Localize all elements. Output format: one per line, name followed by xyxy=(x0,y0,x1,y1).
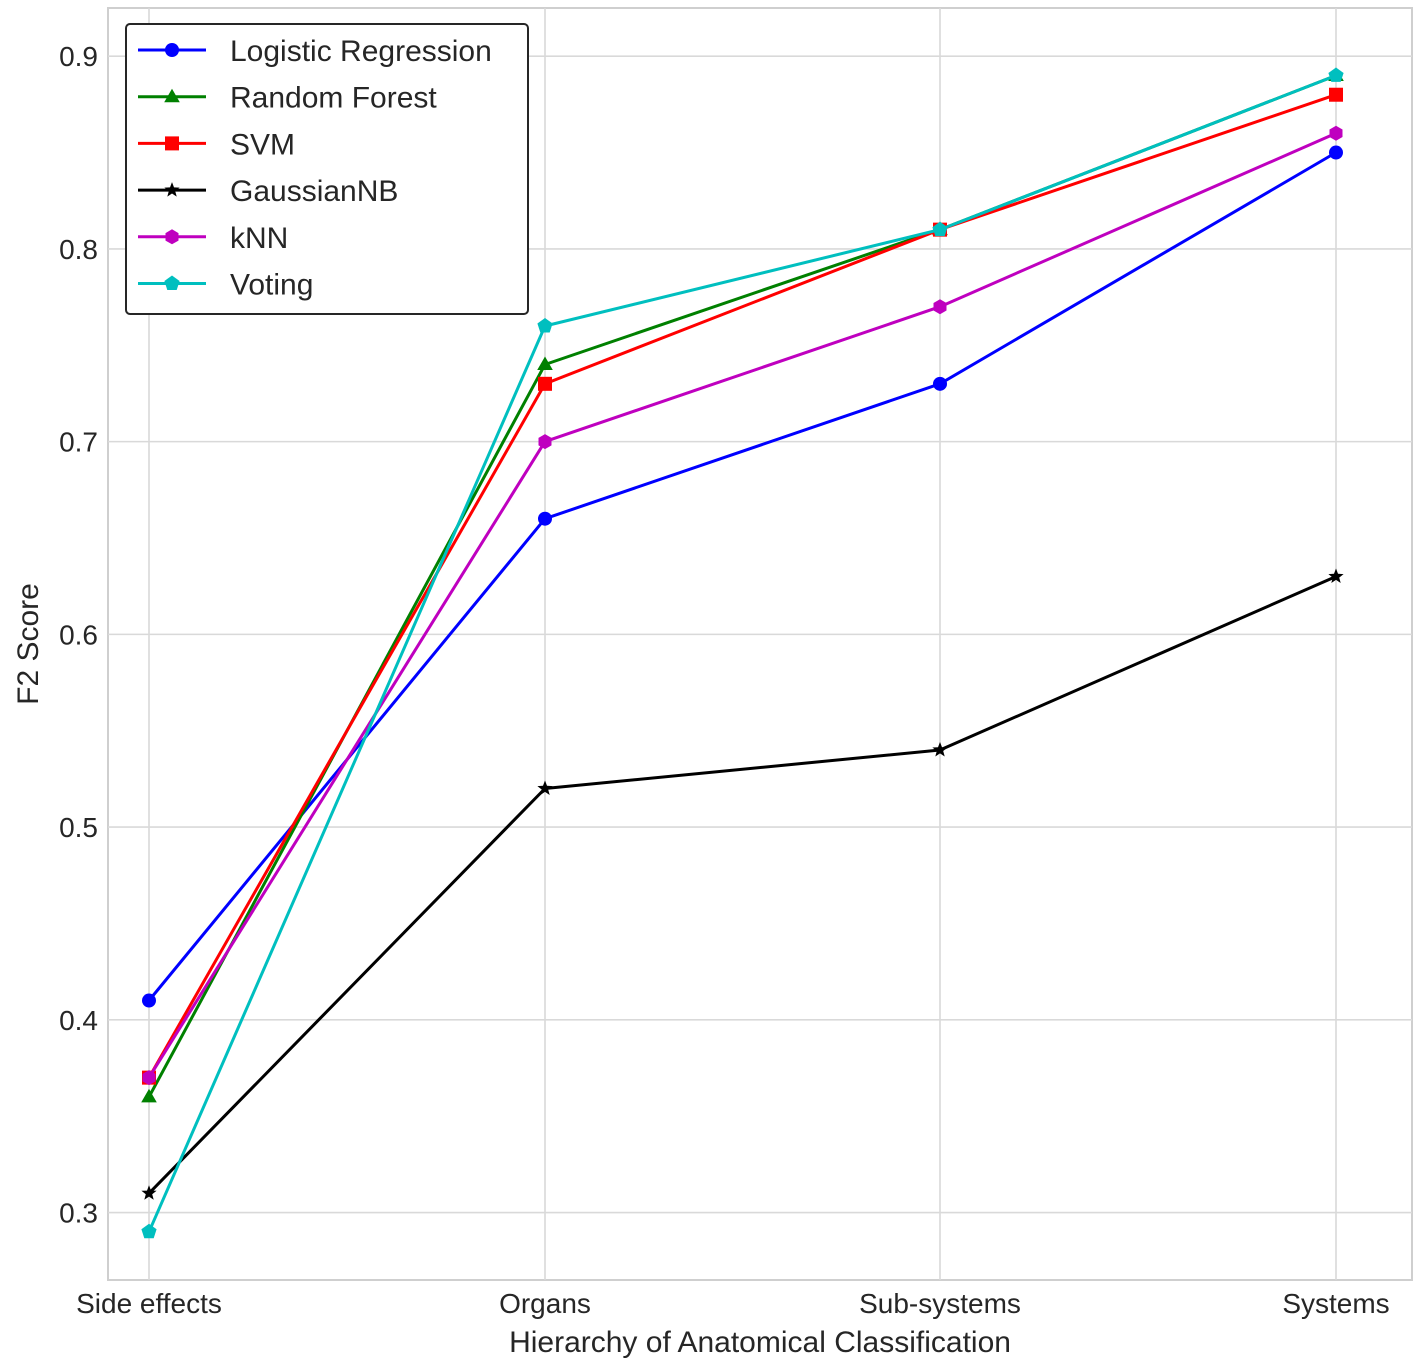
legend-label: GaussianNB xyxy=(230,175,398,208)
legend-label: Random Forest xyxy=(230,82,437,115)
series-line-knn xyxy=(147,131,1337,1079)
data-point-gaussiannb xyxy=(537,780,553,795)
data-point-logistic-regression xyxy=(1329,145,1343,160)
x-tick-label: Side effects xyxy=(76,1288,222,1319)
y-tick-label: 0.9 xyxy=(59,41,98,72)
legend-label: kNN xyxy=(230,222,288,255)
data-point-logistic-regression xyxy=(933,376,947,391)
legend-marker xyxy=(165,136,179,151)
series-knn xyxy=(142,125,1343,1086)
legend-marker xyxy=(165,43,179,57)
y-tick-label: 0.4 xyxy=(59,1005,98,1036)
legend-entry-knn: kNN xyxy=(138,222,288,255)
x-tick-label: Organs xyxy=(499,1288,591,1319)
series-gaussiannb xyxy=(141,568,1344,1200)
data-point-logistic-regression xyxy=(142,993,156,1008)
series-line-svm xyxy=(147,93,1337,1079)
series-layer xyxy=(141,67,1344,1239)
x-tick-label: Systems xyxy=(1282,1288,1389,1319)
data-point-random-forest xyxy=(537,356,553,370)
series-line-gaussiannb xyxy=(147,575,1337,1195)
legend-entry-logistic-regression: Logistic Regression xyxy=(138,35,492,68)
legend-marker xyxy=(164,182,180,197)
data-point-gaussiannb xyxy=(141,1185,157,1200)
data-point-svm xyxy=(538,376,552,391)
legend-entry-svm: SVM xyxy=(138,128,295,161)
data-point-voting xyxy=(537,318,553,333)
grid-lines xyxy=(108,8,1412,1280)
data-point-knn xyxy=(1329,125,1343,141)
data-point-gaussiannb xyxy=(932,742,948,757)
legend-label: Voting xyxy=(230,269,313,302)
data-point-voting xyxy=(932,221,948,237)
y-tick-label: 0.6 xyxy=(59,619,98,650)
data-point-logistic-regression xyxy=(538,511,552,526)
x-tick-label: Sub-systems xyxy=(859,1288,1021,1319)
data-point-knn xyxy=(538,434,552,450)
legend-marker xyxy=(164,275,180,290)
y-tick-label: 0.3 xyxy=(59,1198,98,1229)
legend-marker xyxy=(164,88,180,103)
y-tick-label: 0.8 xyxy=(59,234,98,265)
legend-entry-gaussiannb: GaussianNB xyxy=(138,175,398,208)
legend-entry-voting: Voting xyxy=(138,269,313,302)
y-tick-label: 0.7 xyxy=(59,427,98,458)
data-point-knn xyxy=(142,1070,156,1086)
x-axis-label: Hierarchy of Anatomical Classification xyxy=(509,1326,1011,1359)
data-point-voting xyxy=(141,1223,157,1239)
legend-marker xyxy=(165,229,179,245)
legend-box xyxy=(125,23,529,315)
series-voting xyxy=(141,67,1344,1239)
y-axis-label: F2 Score xyxy=(12,583,45,705)
legend-label: SVM xyxy=(230,128,295,161)
data-point-gaussiannb xyxy=(1328,568,1344,583)
data-point-voting xyxy=(1328,67,1344,82)
y-tick-label: 0.5 xyxy=(59,812,98,843)
series-line-voting xyxy=(147,74,1337,1233)
legend-entry-random-forest: Random Forest xyxy=(138,82,437,115)
legend: Logistic Regression Random Forest SVM Gauss… xyxy=(125,23,529,315)
data-point-svm xyxy=(1329,87,1343,102)
legend-label: Logistic Regression xyxy=(230,35,492,68)
tick-labels: 0.3 0.4 0.5 0.6 0.7 0.8 0.9 Side effects Organs S… xyxy=(59,41,1390,1319)
data-point-random-forest xyxy=(141,1088,157,1103)
data-point-knn xyxy=(933,299,947,315)
